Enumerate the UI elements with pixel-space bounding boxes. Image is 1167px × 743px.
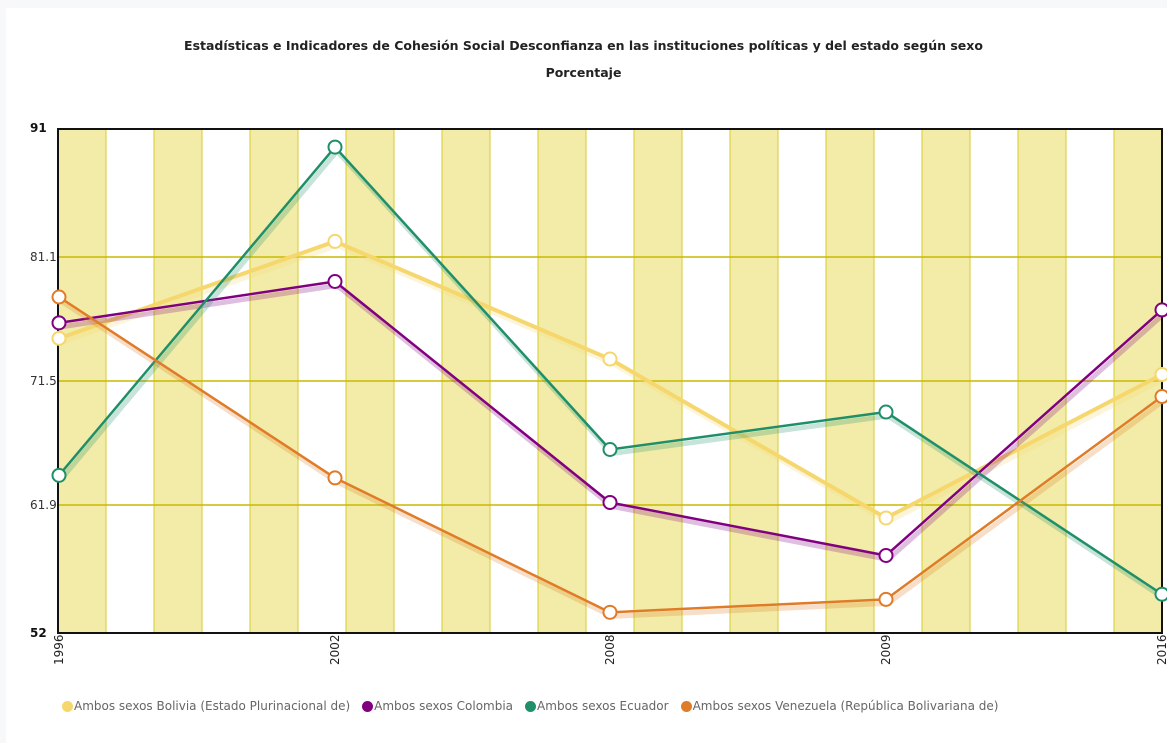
y-tick-label: 71.5	[30, 374, 57, 388]
y-tick-label: 52	[30, 626, 47, 640]
x-tick-label: 2008	[603, 634, 617, 665]
chart-legend: Ambos sexos Bolivia (Estado Plurinaciona…	[62, 699, 1010, 713]
data-point	[1154, 586, 1167, 602]
data-point	[602, 604, 618, 620]
data-point	[878, 591, 894, 607]
chart-title: Estadísticas e Indicadores de Cohesión S…	[184, 38, 983, 53]
series-shadow	[60, 282, 1166, 562]
legend-dot-icon	[62, 700, 73, 712]
y-tick-label: 61.9	[30, 498, 57, 512]
data-point	[327, 233, 343, 249]
data-point	[878, 547, 894, 563]
data-point	[51, 289, 67, 305]
x-tick-label: 2009	[879, 634, 893, 665]
x-tick-label: 1996	[52, 634, 66, 665]
legend-dot-icon	[525, 700, 537, 712]
legend-label: Ambos sexos Venezuela (República Bolivar…	[692, 699, 999, 713]
series-line	[58, 280, 1163, 557]
y-tick-label: 81.1	[30, 250, 57, 264]
legend-item[interactable]: Ambos sexos Colombia	[362, 699, 513, 713]
data-point	[1154, 389, 1167, 405]
data-point	[51, 467, 67, 483]
data-point	[602, 351, 618, 367]
legend-item[interactable]: Ambos sexos Bolivia (Estado Plurinaciona…	[62, 699, 350, 713]
legend-label: Ambos sexos Colombia	[374, 699, 514, 713]
legend-dot-icon	[680, 700, 692, 712]
data-point	[1154, 367, 1167, 383]
data-point	[51, 330, 67, 346]
series-shadow	[59, 148, 1166, 601]
data-point	[327, 470, 343, 486]
legend-label: Ambos sexos Bolivia (Estado Plurinaciona…	[74, 699, 351, 713]
data-point	[327, 139, 343, 155]
data-point	[878, 404, 894, 420]
x-tick-label: 2016	[1155, 634, 1167, 665]
data-point	[602, 441, 618, 457]
legend-item[interactable]: Ambos sexos Venezuela (República Bolivar…	[680, 699, 999, 713]
data-point	[327, 273, 343, 289]
legend-label: Ambos sexos Ecuador	[537, 699, 669, 713]
legend-dot-icon	[362, 700, 374, 712]
x-tick-label: 2002	[328, 634, 342, 665]
data-point	[602, 494, 618, 510]
data-point	[1154, 302, 1167, 318]
chart-subtitle: Porcentaje	[545, 65, 622, 80]
series-shadow	[60, 242, 1166, 525]
legend-item[interactable]: Ambos sexos Ecuador	[525, 699, 669, 713]
y-tick-label: 91	[30, 121, 47, 135]
data-point	[51, 315, 67, 331]
data-point	[878, 510, 894, 526]
series-line	[58, 145, 1163, 596]
